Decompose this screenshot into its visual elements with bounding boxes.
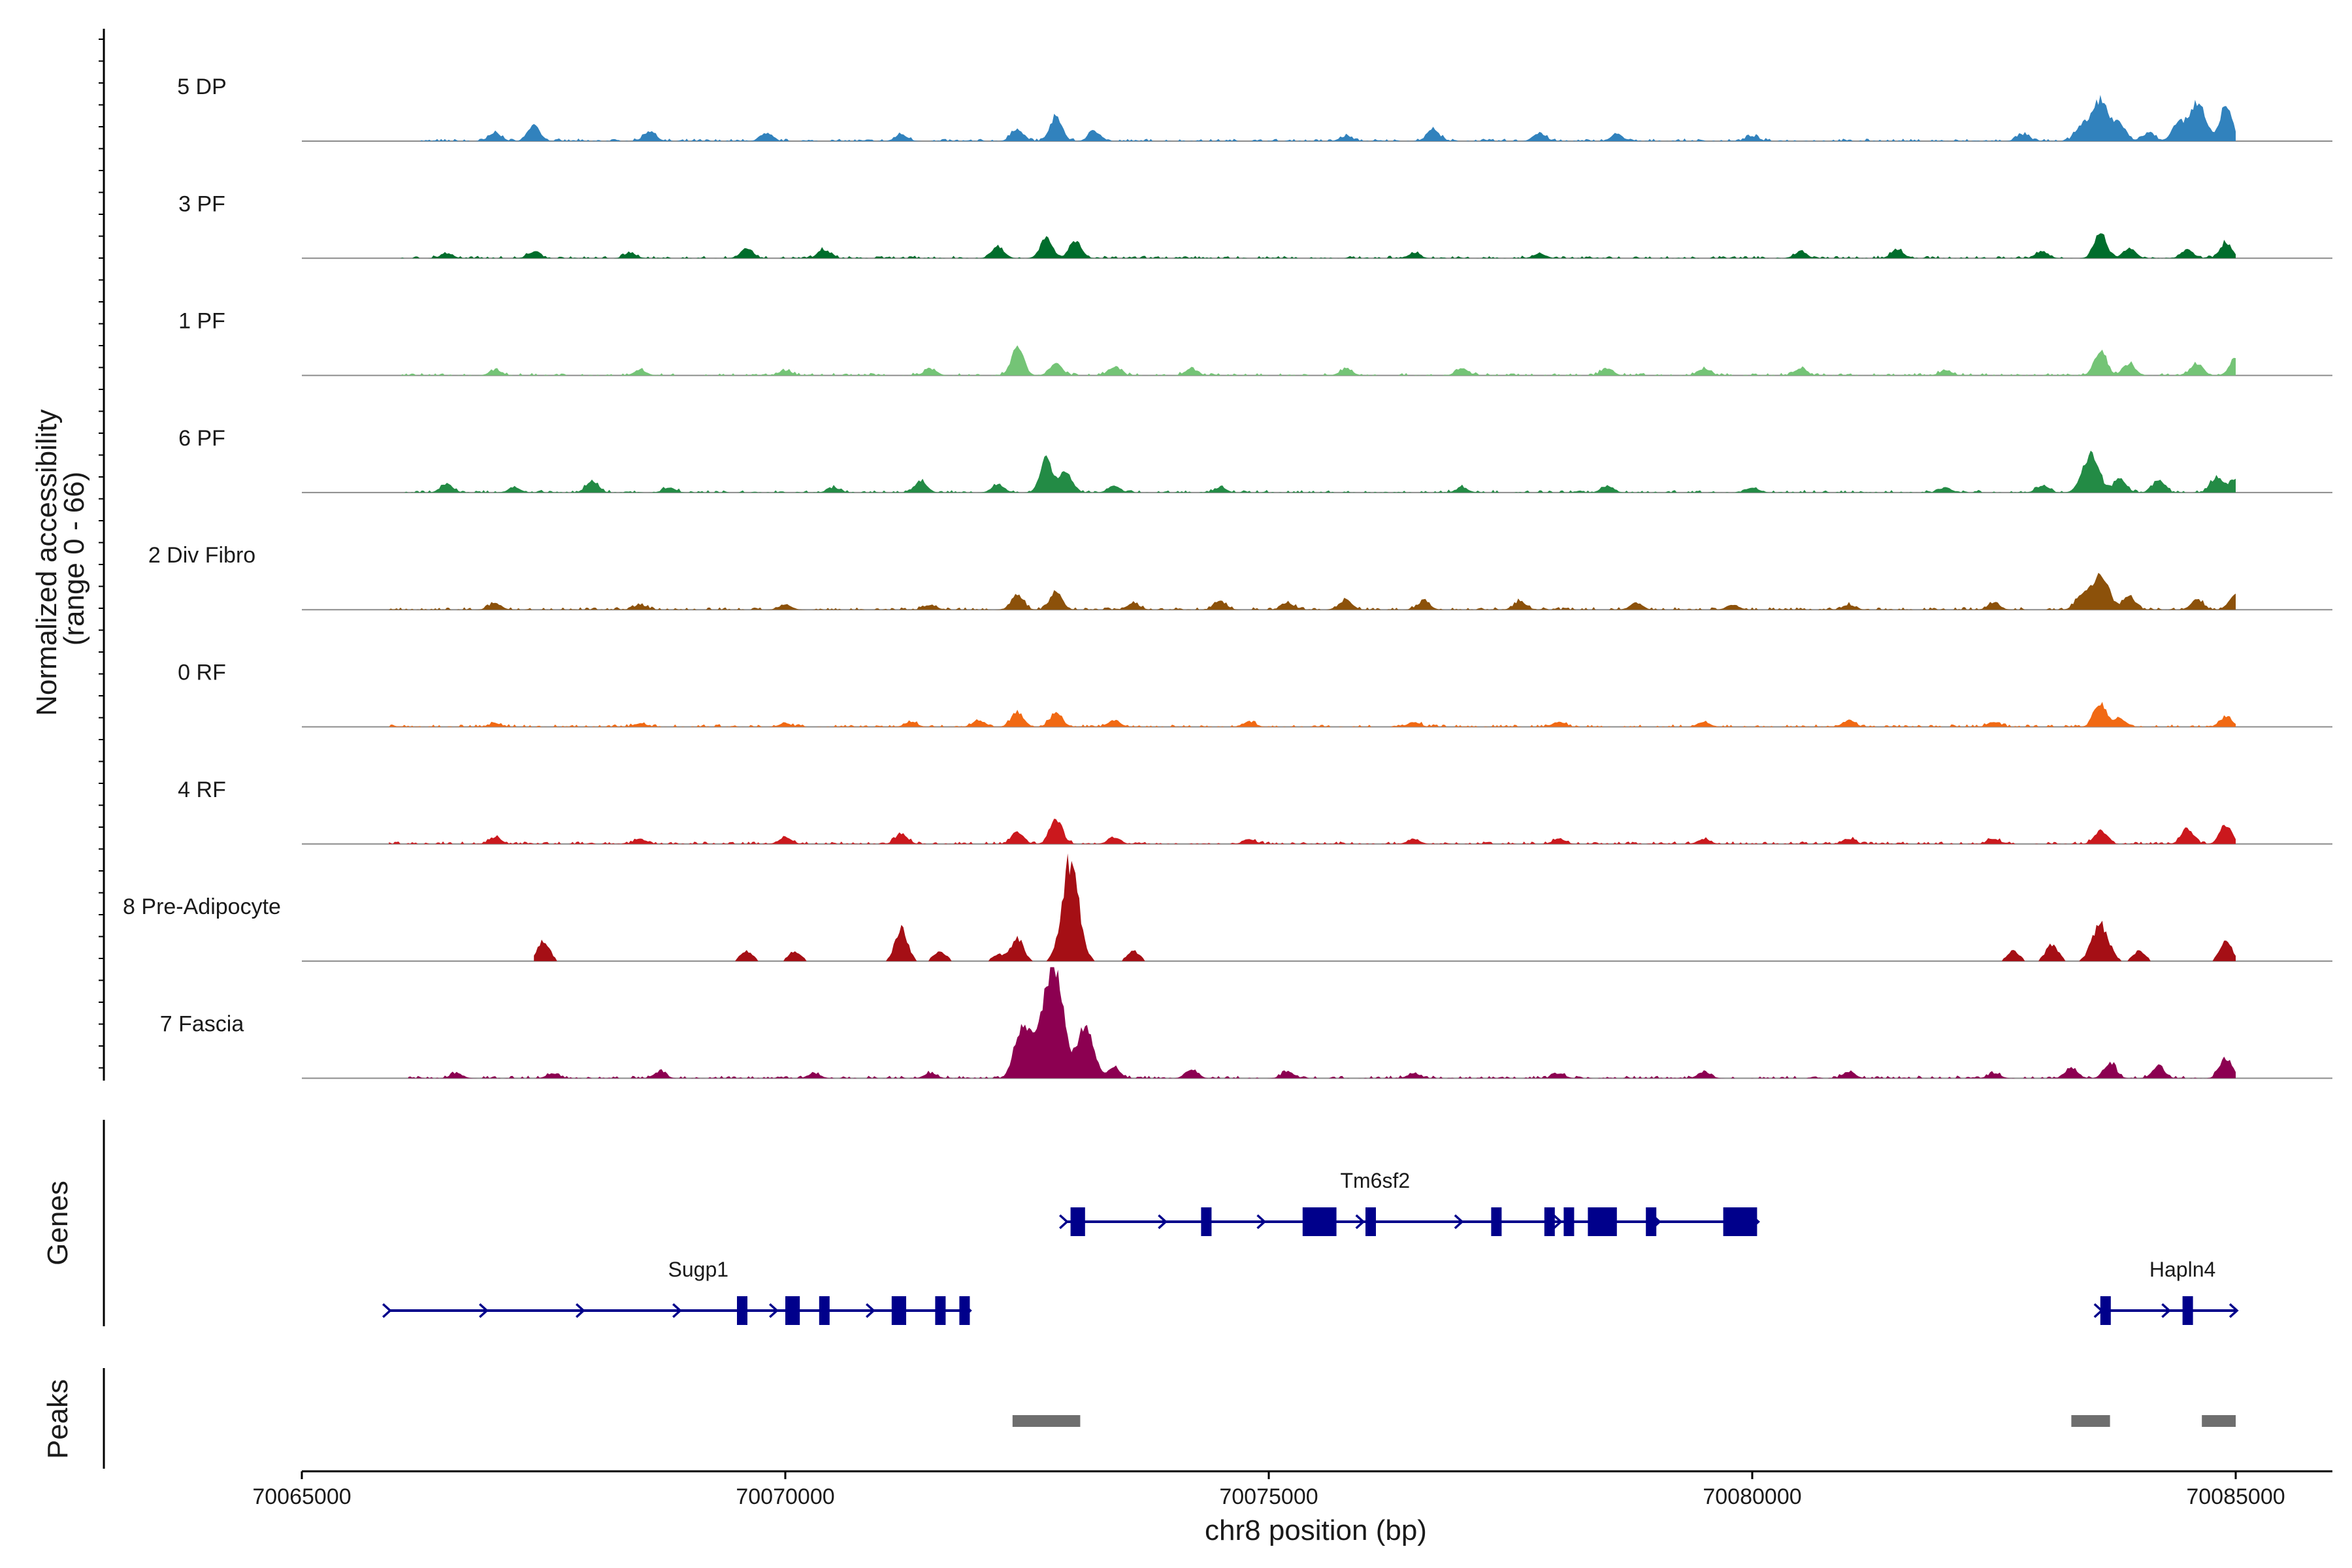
exon — [737, 1296, 747, 1325]
exon — [819, 1296, 830, 1325]
exon — [935, 1296, 946, 1325]
strand-arrow — [1552, 1214, 1563, 1230]
gene-hapln4: Hapln4 — [2093, 1258, 2239, 1325]
x-axis-title: chr8 position (bp) — [1205, 1514, 1427, 1546]
genes-panel: Genes Tm6sf2 Sugp1 Hapln4 — [42, 1120, 2239, 1326]
exon — [1723, 1207, 1757, 1236]
gene-models: Tm6sf2 Sugp1 Hapln4 — [382, 1169, 2239, 1325]
gene-label: Hapln4 — [2149, 1258, 2215, 1281]
track-label: 7 Fascia — [160, 1011, 244, 1036]
track-6-pf: 6 PF — [178, 426, 2332, 493]
x-axis: 70065000 70070000 70075000 70080000 70085000… — [252, 1470, 2332, 1546]
coverage-y-axis-title: Normalized accessibility (range 0 - 66) — [31, 401, 90, 716]
exon — [785, 1296, 800, 1325]
x-tick-label: 70075000 — [1219, 1484, 1318, 1509]
coverage-y-axis-title-line1: Normalized accessibility — [31, 409, 63, 715]
strand-arrow — [1158, 1214, 1168, 1230]
exon — [2100, 1296, 2111, 1325]
peak-region — [2071, 1415, 2110, 1427]
strand-arrow — [1454, 1214, 1464, 1230]
coverage-signal — [417, 95, 2236, 141]
gene-tm6sf2: Tm6sf2 — [1059, 1169, 1761, 1236]
track-label: 4 RF — [178, 777, 226, 802]
coverage-signal — [399, 233, 2236, 259]
x-axis-ticks: 70065000 70070000 70075000 70080000 70085000 — [252, 1471, 2285, 1509]
strand-arrow — [2161, 1303, 2172, 1318]
coverage-y-axis-title-line2: (range 0 - 66) — [58, 472, 90, 646]
track-2-div-fibro: 2 Div Fibro — [148, 543, 2332, 611]
track-label: 0 RF — [178, 661, 226, 685]
strand-arrow — [1256, 1214, 1267, 1230]
track-label: 8 Pre-Adipocyte — [123, 894, 281, 919]
coverage-signal — [399, 450, 2236, 493]
coverage-signal — [534, 853, 2236, 962]
coverage-signal — [408, 967, 2236, 1079]
coverage-signal — [389, 345, 2236, 376]
exon — [1544, 1207, 1555, 1236]
peaks-panel-label: Peaks — [42, 1379, 74, 1459]
exon — [1491, 1207, 1502, 1236]
gene-sugp1: Sugp1 — [382, 1258, 972, 1325]
coverage-signal — [389, 702, 2236, 727]
x-tick-label: 70070000 — [736, 1484, 834, 1509]
peak-region — [1012, 1415, 1081, 1427]
strand-arrow — [769, 1303, 779, 1318]
strand-arrow — [866, 1303, 875, 1318]
x-tick-label: 70080000 — [1703, 1484, 1801, 1509]
track-label: 6 PF — [178, 426, 225, 451]
exon — [1365, 1207, 1376, 1236]
strand-arrow — [479, 1303, 489, 1318]
track-3-pf: 3 PF — [178, 191, 2332, 259]
exon — [2182, 1296, 2193, 1325]
peaks-panel: Peaks — [42, 1368, 2236, 1469]
track-label: 3 PF — [178, 191, 225, 216]
strand-arrow — [672, 1303, 682, 1318]
gene-label: Sugp1 — [668, 1258, 729, 1281]
exon — [1070, 1207, 1085, 1236]
track-label: 5 DP — [177, 74, 227, 99]
genes-panel-label: Genes — [42, 1181, 74, 1266]
exon — [1201, 1207, 1212, 1236]
coverage-y-axis-ticks — [99, 39, 104, 1069]
peak-regions — [1012, 1415, 2236, 1427]
track-8-pre-adipocyte: 8 Pre-Adipocyte — [123, 853, 2332, 962]
coverage-signal — [389, 572, 2236, 610]
strand-arrow — [1059, 1214, 1069, 1230]
exon — [959, 1296, 970, 1325]
peak-region — [2202, 1415, 2236, 1427]
strand-arrow — [1355, 1214, 1365, 1230]
exon — [1302, 1207, 1337, 1236]
exon — [891, 1296, 906, 1325]
track-7-fascia: 7 Fascia — [160, 967, 2332, 1079]
gene-label: Tm6sf2 — [1340, 1169, 1410, 1192]
exon — [1588, 1207, 1617, 1236]
exon — [1563, 1207, 1575, 1236]
x-tick-label: 70065000 — [252, 1484, 351, 1509]
x-tick-label: 70085000 — [2186, 1484, 2285, 1509]
coverage-tracks-panel: 5 DP 3 PF 1 PF 6 PF 2 Div Fibro 0 RF 4 RF 8 Pre… — [31, 29, 2332, 1081]
coverage-tracks: 5 DP 3 PF 1 PF 6 PF 2 Div Fibro 0 RF 4 RF 8 Pre… — [123, 74, 2332, 1079]
track-1-pf: 1 PF — [178, 309, 2332, 376]
coverage-signal — [389, 819, 2236, 844]
track-4-rf: 4 RF — [178, 777, 2332, 845]
track-label: 2 Div Fibro — [148, 543, 255, 568]
strand-arrow — [576, 1303, 585, 1318]
strand-arrow — [2229, 1303, 2239, 1318]
exon — [1646, 1207, 1657, 1236]
strand-arrow — [382, 1303, 392, 1318]
track-5-dp: 5 DP — [177, 74, 2332, 142]
track-0-rf: 0 RF — [178, 661, 2332, 728]
track-label: 1 PF — [178, 309, 225, 334]
